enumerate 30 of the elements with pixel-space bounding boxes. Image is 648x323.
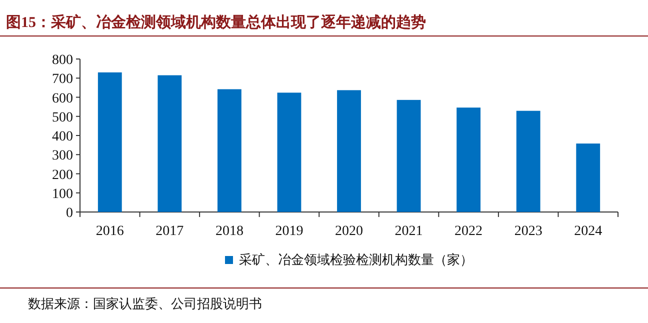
bar [158,75,182,212]
bar [98,72,122,212]
x-tick-label: 2019 [275,224,304,239]
bar [456,108,481,212]
x-tick-label: 2017 [156,224,184,239]
y-tick-label: 200 [52,168,73,183]
y-tick-label: 600 [52,91,73,106]
y-tick-label: 0 [66,206,73,221]
x-tick-label: 2023 [514,224,542,239]
bar [277,92,302,212]
legend-label: 采矿、冶金领域检验检测机构数量（家） [239,252,473,267]
x-tick-label: 2018 [215,224,244,239]
y-tick-label: 100 [52,186,73,202]
x-tick-label: 2024 [574,224,602,239]
y-tick-label: 800 [52,53,73,68]
x-tick-label: 2021 [394,224,423,239]
x-tick-label: 2022 [454,224,483,239]
y-tick-label: 400 [52,130,73,144]
bar [516,110,540,212]
y-tick-label: 700 [52,72,73,88]
y-tick-label: 300 [52,148,73,164]
x-tick-label: 2016 [96,224,124,239]
y-tick-label: 500 [52,110,73,126]
bar [217,89,242,212]
bar [337,90,361,212]
bar [396,100,421,212]
bar [576,144,600,212]
source-note: 数据来源：国家认监委、公司招股说明书 [28,296,262,311]
chart-title: 图15：采矿、冶金检测领域机构数量总体出现了逐年递减的趋势 [6,13,426,31]
x-tick-label: 2020 [335,224,363,239]
